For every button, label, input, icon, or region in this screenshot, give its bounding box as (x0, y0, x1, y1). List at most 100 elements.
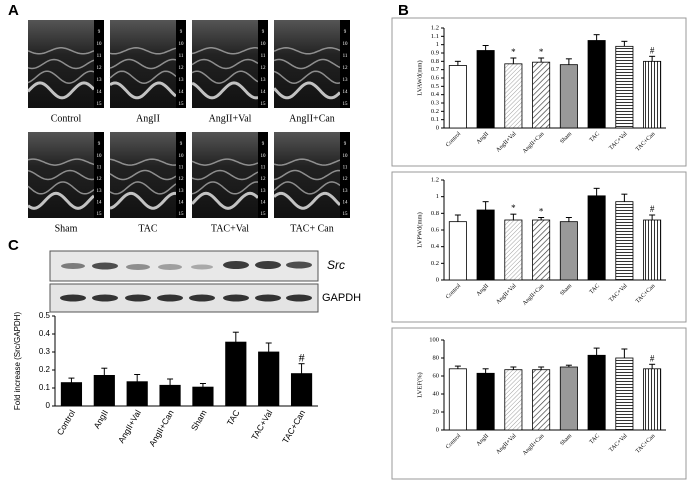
echo-scale-bar (176, 132, 186, 218)
error-bar (134, 374, 141, 382)
echo-scale-label: 15 (97, 212, 103, 217)
bar (476, 209, 495, 281)
error-bar (265, 342, 272, 352)
x-tick-label: AngII+Val (495, 131, 518, 154)
echo-scale-bar (258, 20, 268, 108)
echo-trace (191, 47, 259, 55)
y-tick-label: 0.2 (431, 260, 439, 267)
bar (258, 351, 280, 407)
echo-trace (191, 81, 259, 100)
echo-scale-label: 11 (343, 165, 348, 170)
bar (448, 65, 467, 129)
echo-scale-label: 14 (261, 200, 267, 205)
bar (643, 219, 662, 281)
bar (615, 357, 634, 431)
echo-trace (273, 158, 341, 166)
x-tick-label: Sham (559, 131, 573, 145)
bar (559, 221, 578, 281)
y-tick-label: 0 (436, 276, 439, 283)
error-bar (593, 187, 600, 196)
blot-label: Src (327, 258, 345, 272)
bar (559, 64, 578, 129)
echo-caption: Sham (55, 223, 78, 234)
bar (587, 195, 606, 281)
y-axis-label: LVAWd(mm) (416, 60, 423, 95)
significance-marker: * (511, 47, 516, 57)
echo-scale-label: 15 (179, 212, 185, 217)
echo-scale-label: 9 (262, 142, 265, 147)
echo-scale-label: 11 (343, 54, 348, 59)
echo-scale-bar (340, 20, 350, 108)
echo-scale-label: 13 (179, 189, 185, 194)
echo-image: 9 10 11 12 13 14 15 (27, 132, 104, 218)
x-tick-label: AngII+Can (522, 131, 546, 155)
significance-marker: # (299, 350, 305, 364)
echo-scale-label: 13 (261, 189, 267, 194)
x-tick-label: AngII (476, 433, 490, 447)
error-bar (167, 378, 174, 386)
y-tick-label: 1.2 (431, 24, 439, 31)
echo-scale-label: 15 (97, 102, 103, 107)
panel-label: A (8, 2, 19, 19)
echo-scale-label: 15 (179, 102, 185, 107)
echo-image: 9 10 11 12 13 14 15 (26, 20, 104, 108)
y-tick-label: 0 (436, 426, 439, 433)
echo-scale-label: 12 (261, 177, 267, 182)
echo-scale-label: 13 (261, 78, 267, 83)
bar (159, 384, 181, 407)
echo-trace (109, 191, 176, 210)
echo-trace (191, 169, 259, 181)
x-tick-label: AngII+Val (495, 283, 518, 306)
echo-trace (191, 70, 259, 84)
x-tick-label: TAC (589, 131, 601, 143)
echo-scale-label: 11 (97, 165, 102, 170)
chart-frame (391, 327, 687, 480)
error-bar (454, 214, 461, 222)
echo-scale-label: 14 (343, 200, 349, 205)
significance-marker: * (539, 47, 544, 57)
bar (60, 382, 83, 407)
echo-scale-bar (94, 20, 104, 108)
chart-frame (391, 17, 687, 167)
echo-trace (273, 70, 341, 84)
echo-trace (109, 169, 177, 181)
echo-scale-bar (176, 20, 186, 108)
x-tick-label: AngII (476, 283, 490, 297)
panel-label: C (8, 237, 19, 254)
bar (290, 373, 313, 407)
echo-scale-label: 9 (98, 30, 101, 35)
y-tick-label: 0.7 (431, 66, 440, 73)
y-tick-label: 0.1 (431, 116, 439, 123)
error-bar (538, 217, 545, 220)
bar (532, 219, 551, 281)
error-bar (101, 367, 108, 376)
error-bar (565, 364, 572, 367)
y-tick-label: 1.1 (431, 33, 439, 40)
bar (504, 219, 523, 281)
echo-scale-label: 13 (97, 78, 103, 83)
bar (587, 40, 606, 129)
bar (643, 60, 662, 129)
echo-scale-label: 15 (261, 102, 267, 107)
y-tick-label: 0.8 (431, 58, 439, 65)
y-tick-label: 0.3 (39, 347, 51, 356)
error-bar (538, 366, 545, 370)
y-tick-label: 0.6 (431, 226, 440, 233)
echo-trace (27, 181, 95, 195)
echo-scale-label: 9 (344, 30, 347, 35)
x-tick-label: AngII (91, 408, 110, 430)
error-bar (649, 214, 656, 220)
y-tick-label: 0.2 (431, 108, 439, 115)
echo-scale-label: 9 (98, 142, 101, 147)
echo-caption: AngII (136, 113, 160, 124)
bar (615, 45, 634, 129)
echo-scale-bar (94, 132, 104, 218)
y-tick-label: 0.4 (39, 329, 51, 338)
bar (615, 201, 634, 281)
y-axis-label: LVEF(%) (416, 372, 423, 397)
y-tick-label: 60 (433, 372, 440, 379)
error-bar (621, 40, 628, 47)
echo-trace (27, 47, 95, 55)
y-tick-label: 1 (436, 193, 439, 200)
x-tick-label: TAC+Can (635, 283, 657, 305)
